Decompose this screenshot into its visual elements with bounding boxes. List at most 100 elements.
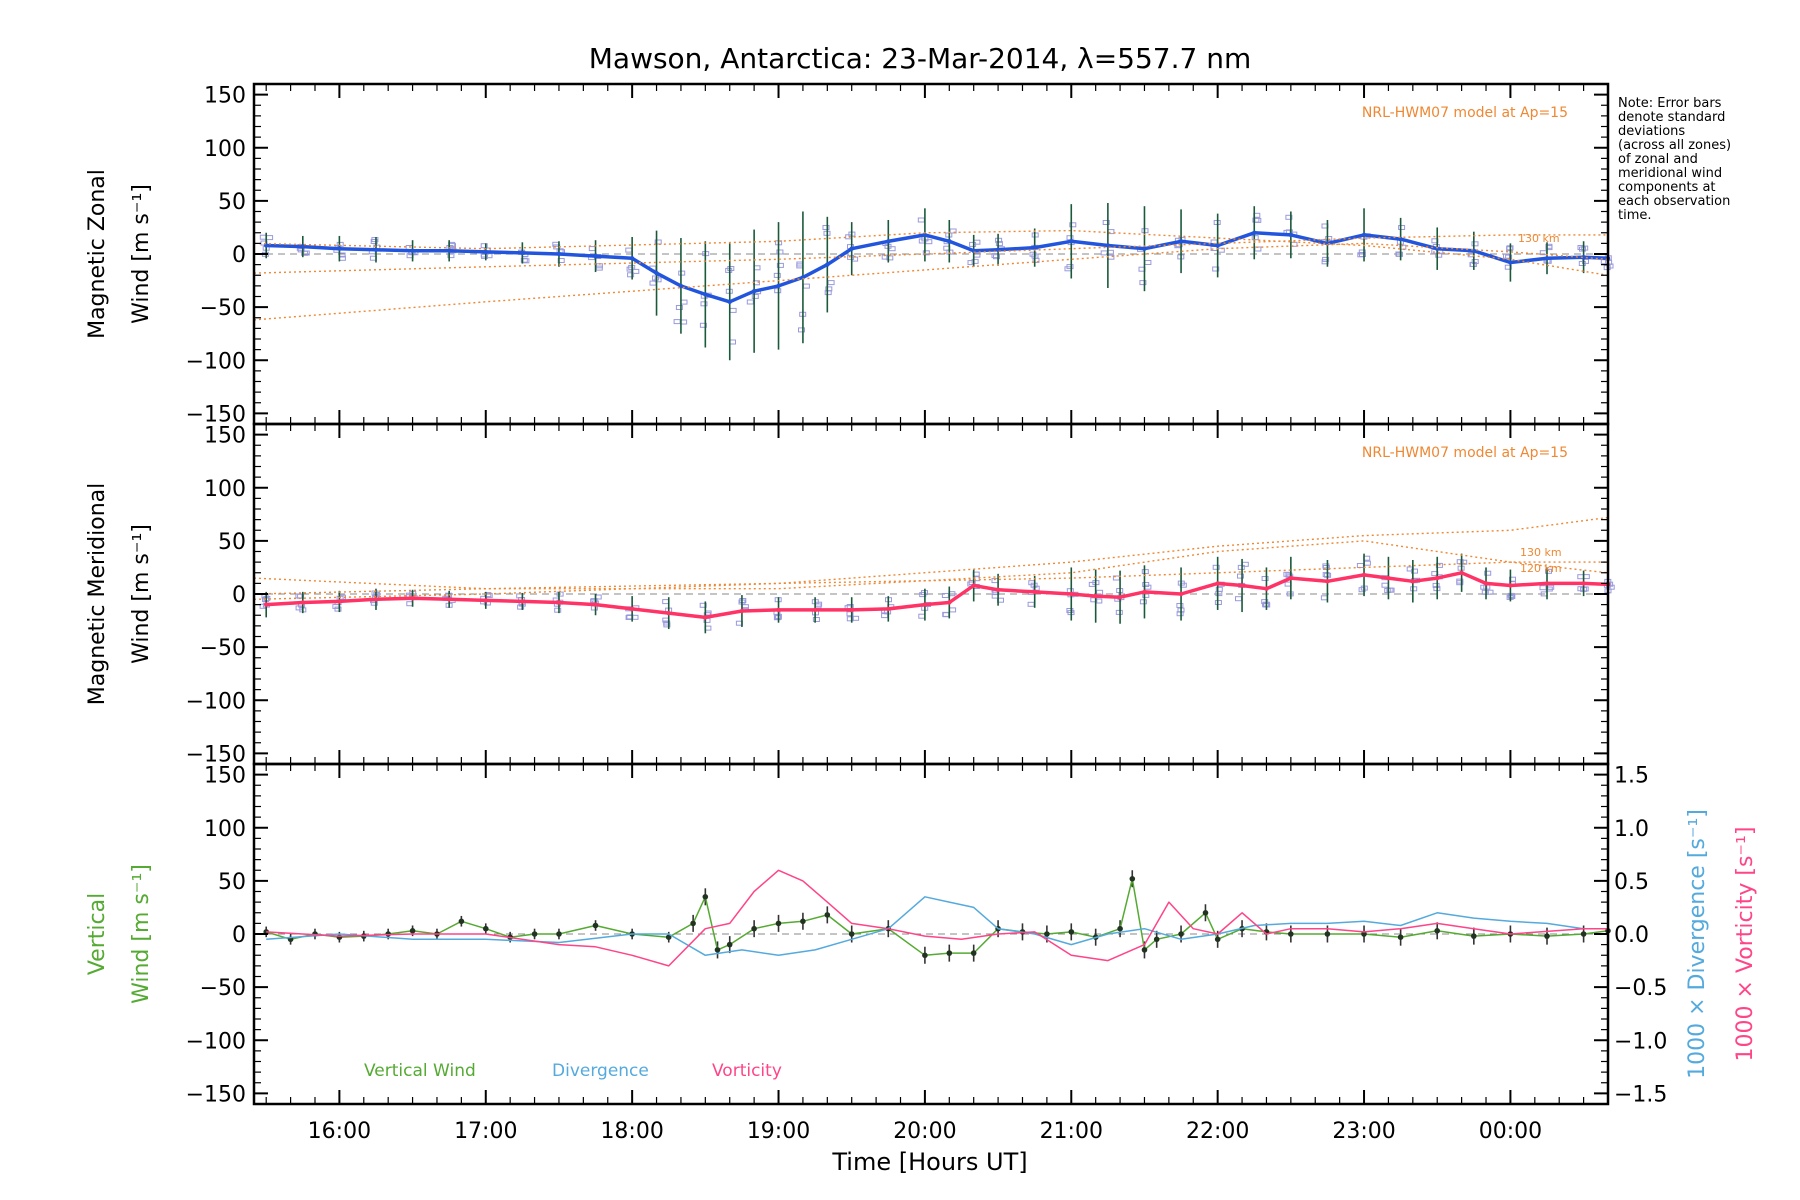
data-point (1580, 931, 1587, 937)
data-point (373, 247, 379, 252)
zone-sample-marker (1579, 246, 1586, 252)
x-tick-label: 00:00 (1479, 1119, 1542, 1144)
zone-sample-marker (1322, 572, 1330, 578)
zone-sample-marker (971, 258, 979, 264)
zone-sample-marker (1582, 258, 1589, 264)
data-point (1178, 239, 1184, 244)
x-tick-label: 20:00 (893, 1119, 956, 1144)
note-line: time. (1618, 208, 1652, 223)
data-point (1361, 232, 1367, 238)
zone-sample-marker (1486, 589, 1494, 595)
note-line: deviations (1618, 124, 1685, 139)
zone-sample-marker (1503, 253, 1510, 259)
data-point (1508, 583, 1513, 588)
zone-sample-marker (1471, 259, 1479, 264)
zone-sample-marker (751, 293, 759, 299)
note-line: components at (1618, 180, 1716, 195)
x-tick-label: 22:00 (1186, 1119, 1249, 1144)
note-line: Note: Error bars (1618, 96, 1722, 111)
zone-sample-marker (725, 267, 733, 273)
data-point (666, 610, 671, 616)
data-point (1141, 947, 1148, 953)
data-point (1068, 929, 1075, 935)
zonal-model-label: NRL-HWM07 model at Ap=15 (1362, 105, 1568, 121)
y2-tick-label: 0.0 (1614, 923, 1649, 948)
zonal-plot-content: 130 km (253, 203, 1614, 361)
vertical-ylabel-line1: Vertical (85, 893, 110, 975)
data-point (1215, 243, 1220, 248)
zone-sample-marker (993, 254, 1000, 260)
data-point (922, 602, 928, 607)
vertical-axis-ticks: −150 −100 −50 0 50 100 150 −1.5 −1.0 −0.5 0.0 0.5 1.… (186, 763, 1667, 1107)
meridional-model-label: NRL-HWM07 model at Ap=15 (1362, 445, 1568, 461)
zone-sample-marker (922, 250, 930, 256)
zone-sample-marker (699, 322, 707, 328)
zone-sample-marker (1411, 568, 1418, 574)
data-point (1105, 243, 1111, 248)
zone-sample-marker (663, 622, 671, 628)
zone-sample-marker (1508, 594, 1516, 599)
data-point (1325, 579, 1330, 584)
zone-sample-marker (773, 272, 781, 278)
zone-sample-marker (295, 593, 303, 599)
zone-sample-marker (627, 272, 635, 278)
vertical-ylabel-line2: Wind [m s⁻¹] (129, 864, 154, 1004)
data-point (1324, 931, 1331, 937)
zone-sample-marker (673, 319, 681, 325)
zone-sample-marker (1545, 245, 1553, 251)
note-line: of zonal and (1618, 152, 1698, 167)
data-point (1361, 572, 1367, 578)
data-point (520, 250, 525, 256)
data-point (714, 947, 721, 953)
data-point (520, 599, 525, 604)
data-point (946, 950, 953, 956)
zone-sample-marker (995, 241, 1003, 247)
data-point (447, 597, 452, 602)
data-point (1544, 933, 1550, 939)
zone-sample-marker (1504, 264, 1512, 270)
data-point (531, 931, 538, 937)
data-point (1069, 591, 1074, 597)
meridional-ylabel-line1: Magnetic Meridional (85, 483, 110, 705)
data-point (727, 299, 732, 304)
zonal-wind-line (266, 231, 1609, 304)
x-tick-label: 17:00 (454, 1119, 517, 1144)
zone-sample-marker (520, 257, 528, 263)
zone-sample-marker (517, 604, 525, 610)
data-point (1471, 933, 1477, 939)
data-point (1410, 579, 1416, 584)
y2-tick-label: 0.5 (1614, 870, 1649, 895)
zone-sample-marker (969, 241, 977, 247)
model-curve (253, 540, 1609, 590)
data-point (556, 931, 562, 937)
y-tick-label: 50 (218, 870, 246, 895)
zone-sample-marker (1141, 569, 1149, 575)
model-altitude-label: 120 km (1520, 562, 1562, 575)
zone-sample-marker (1469, 262, 1477, 267)
zonal-ylabel-line1: Magnetic Zonal (85, 169, 110, 339)
zone-sample-marker (822, 225, 830, 230)
y-tick-label: 0 (232, 923, 246, 948)
zone-sample-marker (1471, 241, 1479, 247)
data-point (1288, 575, 1294, 581)
zone-sample-marker (1139, 280, 1147, 286)
data-point (1129, 876, 1136, 882)
divergence-axis-label: 1000 × Divergence [s⁻¹] (1685, 809, 1710, 1079)
zone-sample-marker (1032, 585, 1040, 591)
data-point (410, 596, 415, 601)
data-point (1435, 575, 1440, 581)
vertical-plot-content (254, 869, 1611, 967)
zone-sample-marker (556, 591, 564, 597)
zone-sample-marker (481, 253, 488, 259)
zone-sample-marker (1102, 220, 1110, 225)
data-point (1483, 581, 1489, 586)
y-tick-label: −150 (186, 742, 246, 767)
x-tick-label: 23:00 (1332, 1119, 1395, 1144)
x-axis-title: Time [Hours UT] (831, 1148, 1027, 1176)
y-tick-label: −150 (186, 402, 246, 427)
data-point (1239, 583, 1245, 588)
zone-sample-marker (846, 611, 854, 617)
meridional-ylabel-line2: Wind [m s⁻¹] (129, 524, 154, 664)
zone-sample-marker (1398, 225, 1406, 230)
